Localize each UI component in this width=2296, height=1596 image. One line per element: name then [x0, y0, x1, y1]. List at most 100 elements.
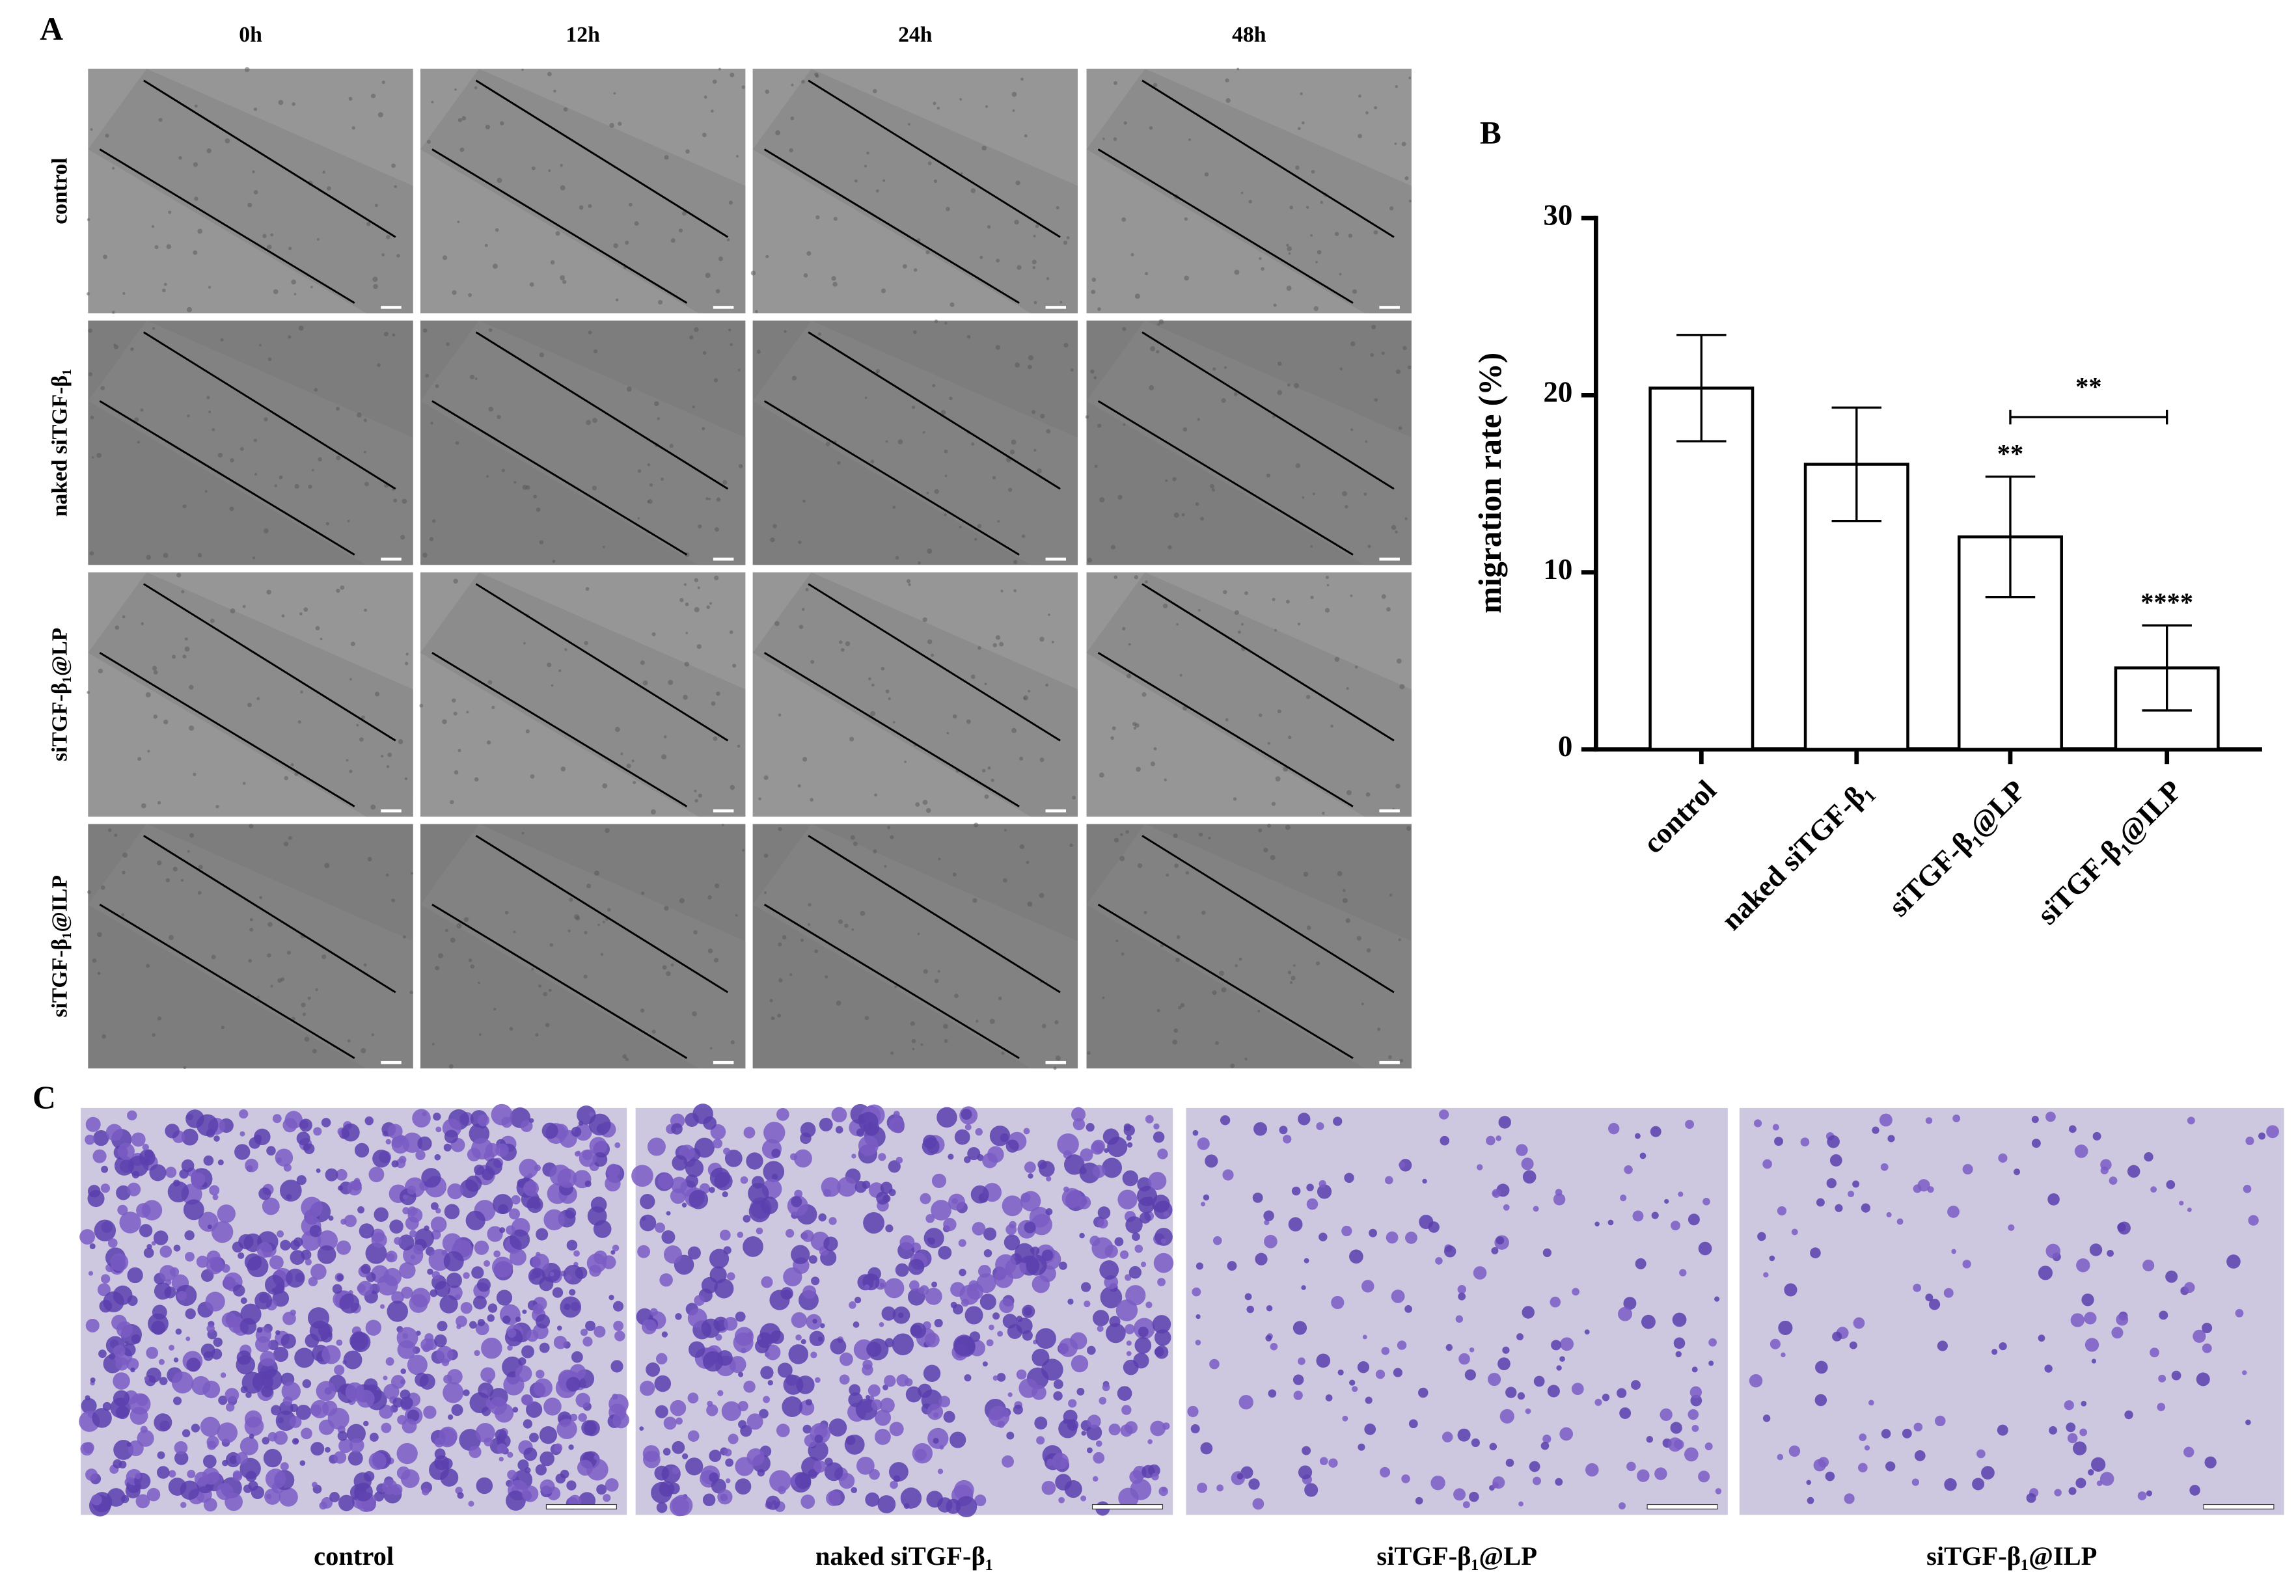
cell: [984, 794, 989, 799]
stained-cell: [540, 1479, 555, 1495]
stained-cell: [1943, 1288, 1954, 1298]
stained-cell: [992, 1375, 998, 1381]
stained-cell: [1791, 1228, 1798, 1236]
cell: [1126, 673, 1132, 679]
stained-cell: [256, 1327, 263, 1333]
cell: [640, 660, 645, 666]
stained-cell: [184, 1230, 195, 1241]
stained-cell: [313, 1127, 322, 1136]
cell: [410, 872, 413, 875]
stained-image: [1186, 1107, 1728, 1515]
stained-cell: [890, 1480, 898, 1489]
stained-cell: [385, 1251, 398, 1263]
stained-cell: [541, 1122, 558, 1139]
cell: [851, 928, 854, 931]
stained-cell: [523, 1419, 533, 1429]
scale-bar: [1379, 306, 1400, 309]
stained-cell: [536, 1228, 549, 1241]
cell: [692, 1011, 697, 1017]
column-header: 12h: [566, 23, 600, 47]
stained-cell: [812, 1318, 817, 1324]
stained-cell: [447, 1183, 463, 1200]
cell: [1391, 524, 1397, 530]
cell: [1134, 575, 1138, 580]
cell: [130, 347, 134, 351]
cell: [704, 95, 707, 99]
stained-cell: [1401, 1474, 1410, 1483]
cell: [1315, 260, 1318, 264]
cell: [157, 1016, 162, 1021]
cell: [1122, 627, 1126, 630]
stained-cell: [239, 1131, 245, 1137]
stained-cell: [1498, 1116, 1511, 1129]
stained-cell: [264, 1275, 285, 1295]
scratch-band: [420, 824, 746, 1069]
cell: [97, 971, 101, 975]
stained-cell: [1325, 1394, 1333, 1401]
cell: [1033, 448, 1037, 452]
cell: [694, 578, 698, 582]
cell: [1377, 1027, 1381, 1031]
cell: [1300, 92, 1303, 96]
stained-cell: [810, 1351, 817, 1359]
stained-cell: [1344, 1172, 1354, 1183]
cell: [367, 856, 372, 861]
stained-cell: [135, 1494, 150, 1509]
stained-cell: [1778, 1320, 1793, 1335]
stained-cell: [383, 1267, 402, 1286]
stained-cell: [970, 1185, 989, 1204]
stained-cell: [925, 1288, 942, 1305]
caption: control: [314, 1541, 394, 1571]
stained-cell: [1197, 1137, 1210, 1150]
stained-cell: [2084, 1312, 2097, 1325]
stained-cell: [746, 1413, 763, 1430]
stained-cell: [881, 1306, 896, 1321]
cell: [866, 151, 869, 155]
cell: [944, 513, 947, 517]
stained-cell: [435, 1208, 441, 1214]
cell: [825, 441, 830, 446]
cell: [1027, 901, 1033, 907]
stained-cell: [1533, 1476, 1541, 1485]
cell: [270, 984, 273, 988]
stained-cell: [273, 1431, 288, 1445]
stained-cell: [1667, 1437, 1682, 1452]
cell: [1395, 369, 1401, 374]
cell: [886, 826, 891, 830]
cell: [346, 759, 349, 762]
stained-cell: [181, 1128, 198, 1146]
cell: [1350, 341, 1356, 347]
stained-cell: [363, 1420, 369, 1427]
cell: [1197, 608, 1201, 612]
cell: [778, 978, 783, 982]
stained-cell: [1080, 1148, 1093, 1162]
cell: [873, 88, 877, 94]
cell: [327, 186, 331, 191]
stained-cell: [759, 1409, 769, 1419]
stained-cell: [177, 1291, 187, 1301]
stained-cell: [338, 1439, 353, 1454]
cell: [1013, 589, 1017, 593]
cell: [1032, 410, 1036, 414]
cell: [1032, 260, 1037, 265]
stained-cell: [474, 1165, 485, 1176]
stained-cell: [1691, 1366, 1698, 1373]
stained-cell: [589, 1137, 608, 1155]
cell: [536, 507, 541, 512]
cell: [259, 344, 262, 347]
stained-cell: [116, 1321, 133, 1338]
cell: [737, 744, 741, 748]
stained-cell: [714, 1172, 733, 1191]
cell: [583, 974, 588, 979]
stained-cell: [205, 1292, 225, 1312]
stained-cell: [682, 1453, 689, 1459]
stained-cell: [1192, 1287, 1201, 1297]
stained-cell: [508, 1208, 521, 1220]
stained-cell: [1496, 1135, 1502, 1141]
caption: naked siTGF-β₁: [815, 1541, 993, 1571]
stained-cell: [180, 1480, 200, 1500]
cell: [1102, 996, 1105, 999]
scratch-edge: [431, 148, 688, 304]
cell: [602, 783, 608, 789]
cell: [995, 635, 1001, 640]
